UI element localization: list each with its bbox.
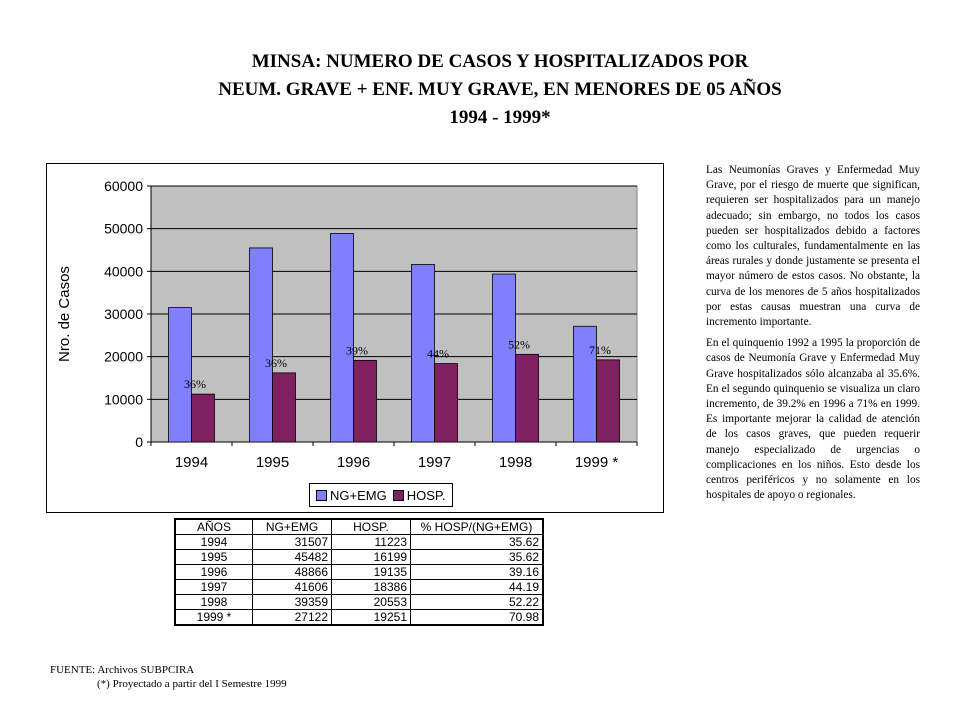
table-cell: 11223 [331, 534, 411, 550]
legend: NG+EMG HOSP. [309, 483, 453, 507]
table-cell: 45482 [252, 549, 332, 565]
header-anos: AÑOS [174, 518, 253, 535]
bar-ng-emg-1994 [168, 307, 192, 443]
side-text: Las Neumonías Graves y Enfermedad Muy Gr… [706, 163, 920, 509]
table-cell: 70.98 [410, 609, 544, 626]
table-cell: 41606 [252, 579, 332, 595]
table-cell: 31507 [252, 534, 332, 550]
bar-hosp-1996 [353, 359, 377, 443]
side-paragraph-1: Las Neumonías Graves y Enfermedad Muy Gr… [706, 164, 920, 329]
table-cell: 18386 [331, 579, 411, 595]
x-tick-label: 1994 [175, 454, 208, 471]
bar-ng-emg-1997 [411, 264, 435, 443]
table-cell: 39.16 [410, 564, 544, 580]
y-tick-label: 20000 [104, 349, 143, 365]
bar-ng-emg-1998 [492, 273, 516, 443]
table-cell: 35.62 [410, 534, 544, 550]
data-label: 36% [184, 377, 206, 391]
bar-ng-emg-1996 [330, 233, 354, 443]
table-cell: 16199 [331, 549, 411, 565]
title-line-1: MINSA: NUMERO DE CASOS Y HOSPITALIZADOS … [251, 51, 749, 72]
header-hosp: HOSP. [331, 518, 411, 535]
x-tick-label: 1995 [256, 454, 289, 471]
x-tick-label: 1996 [337, 454, 370, 471]
legend-swatch-ng-emg [316, 489, 327, 501]
chart-area: 0 10000 20000 30000 40000 50000 60000 Nro. de C… [46, 163, 664, 513]
table-cell: 1999 * [174, 609, 253, 626]
table-header-row: AÑOS NG+EMG HOSP. % HOSP/(NG+EMG) [174, 518, 544, 535]
x-tick-label: 1999 * [575, 454, 619, 471]
header-ng-emg: NG+EMG [252, 518, 332, 535]
projection-note: (*) Proyectado a partir del I Semestre 1… [97, 678, 287, 690]
table-cell: 20553 [331, 594, 411, 610]
data-label: 71% [589, 343, 611, 357]
table-cell: 27122 [252, 609, 332, 626]
x-tick-label: 1998 [499, 454, 532, 471]
table-row: 1997 41606 18386 44.19 [174, 579, 544, 595]
table-cell: 48866 [252, 564, 332, 580]
table-cell: 1994 [174, 534, 253, 550]
legend-item-ng-emg: NG+EMG [316, 488, 387, 503]
table-cell: 19251 [331, 609, 411, 626]
bar-ng-emg-1995 [249, 247, 273, 443]
legend-swatch-hosp [392, 489, 404, 501]
y-tick-label: 10000 [104, 391, 143, 407]
table-cell: 19135 [331, 564, 411, 580]
legend-label-ng-emg: NG+EMG [330, 487, 387, 503]
table-row: 1995 45482 16199 35.62 [174, 549, 544, 565]
data-table: AÑOS NG+EMG HOSP. % HOSP/(NG+EMG) 1994 31… [174, 518, 544, 626]
data-label: 44% [427, 347, 449, 361]
data-label: 39% [346, 343, 368, 357]
data-label: 36% [265, 356, 287, 370]
bar-hosp-1994 [191, 393, 215, 443]
y-axis-label: Nro. de Casos [56, 266, 73, 362]
source-line: FUENTE: Archivos SUBPCIRA [50, 664, 195, 676]
table-cell: 1996 [174, 564, 253, 580]
table-cell: 39359 [252, 594, 332, 610]
legend-item-hosp: HOSP. [392, 487, 446, 503]
header-pct: % HOSP/(NG+EMG) [410, 518, 544, 535]
bar-hosp-1999 [596, 359, 620, 443]
bar-hosp-1998 [515, 353, 539, 443]
y-tick-label: 60000 [104, 178, 143, 194]
bar-hosp-1997 [434, 363, 458, 443]
table-cell: 52.22 [410, 594, 544, 610]
table-row: 1998 39359 20553 52.22 [174, 594, 544, 610]
legend-label-hosp: HOSP. [406, 487, 446, 503]
y-tick-label: 30000 [104, 306, 143, 322]
table-cell: 1995 [174, 549, 253, 565]
chart-title: MINSA: NUMERO DE CASOS Y HOSPITALIZADOS … [150, 48, 850, 132]
x-tick-label: 1997 [418, 454, 451, 471]
table-cell: 1998 [174, 594, 253, 610]
title-line-2: NEUM. GRAVE + ENF. MUY GRAVE, EN MENORES… [218, 79, 782, 100]
bar-chart: 0 10000 20000 30000 40000 50000 60000 Nro. de C… [56, 178, 638, 471]
side-paragraph-2: En el quinquenio 1992 a 1995 la proporci… [706, 337, 920, 502]
y-tick-label: 40000 [104, 263, 143, 279]
table-row: 1994 31507 11223 35.62 [174, 534, 544, 550]
table-cell: 35.62 [410, 549, 544, 565]
y-tick-label: 0 [135, 434, 143, 450]
table-cell: 1997 [174, 579, 253, 595]
bar-hosp-1995 [272, 372, 296, 443]
data-label: 52% [508, 337, 530, 351]
table-row: 1999 * 27122 19251 70.98 [174, 609, 544, 626]
table-cell: 44.19 [410, 579, 544, 595]
source-note: FUENTE: Archivos SUBPCIRA (*) Proyectado… [50, 663, 287, 691]
table-row: 1996 48866 19135 39.16 [174, 564, 544, 580]
y-tick-label: 50000 [104, 221, 143, 237]
title-line-3: 1994 - 1999* [449, 107, 551, 128]
